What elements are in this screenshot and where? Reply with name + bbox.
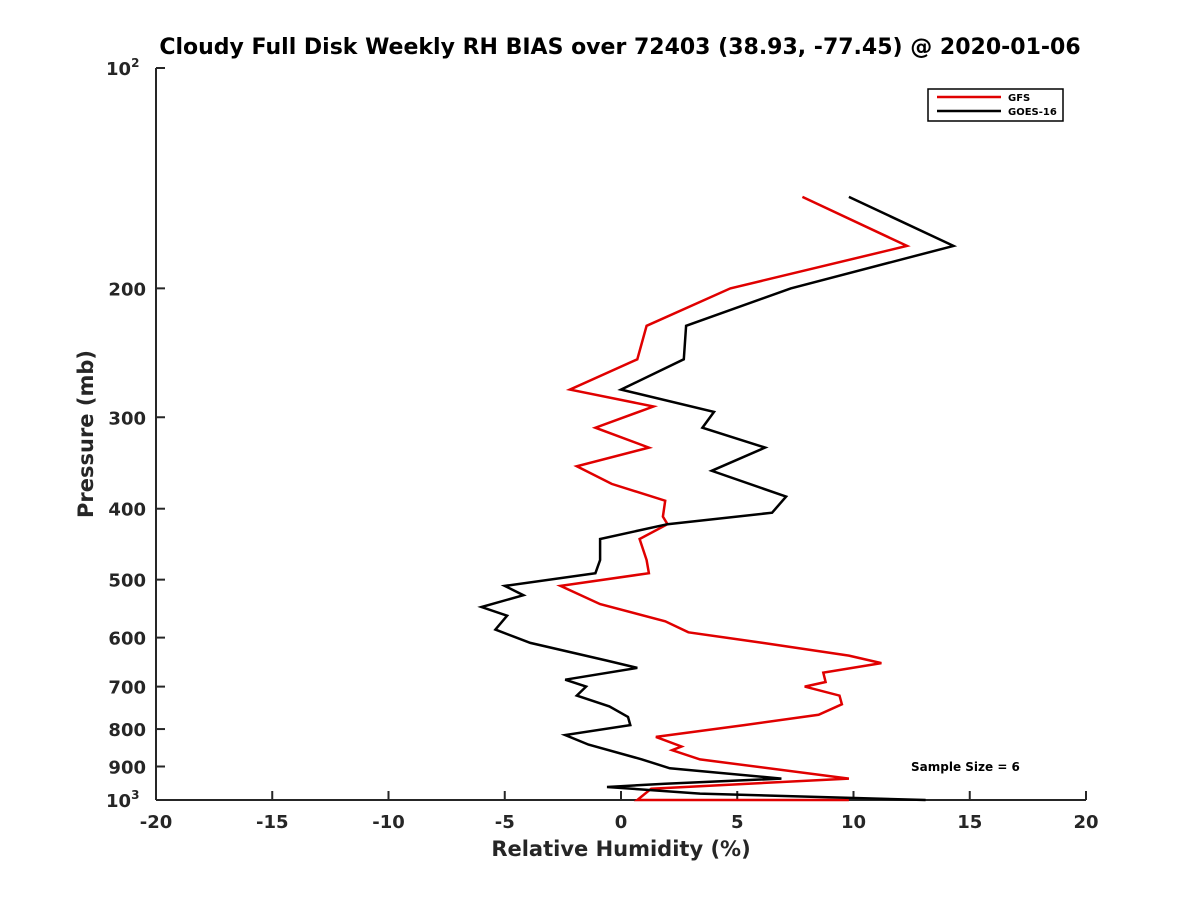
x-tick-label: 0 — [615, 812, 628, 833]
y-tick-label: 500 — [108, 571, 146, 592]
y-tick-label: 300 — [108, 408, 146, 429]
series-line-gfs — [556, 195, 911, 802]
x-tick-label: -20 — [140, 812, 173, 833]
series-line-goes16 — [477, 195, 958, 802]
tick-group: -20 -15 -10 -5 0 5 10 15 20 102 200 300 400 500 600 700… — [106, 56, 1099, 833]
y-tick-label: 103 — [106, 788, 139, 812]
x-tick-label: -5 — [495, 812, 515, 833]
x-tick-label: -15 — [256, 812, 289, 833]
y-tick-label: 200 — [108, 279, 146, 300]
y-tick-label: 400 — [108, 500, 146, 521]
legend-label-goes16: GOES-16 — [1008, 107, 1057, 118]
legend: GFS GOES-16 — [927, 88, 1064, 122]
x-axis-label: Relative Humidity (%) — [491, 837, 750, 861]
y-tick-label: 102 — [106, 56, 139, 80]
x-tick-label: 20 — [1073, 812, 1098, 833]
y-tick-label: 900 — [108, 758, 146, 779]
y-axis-label: Pressure (mb) — [74, 350, 98, 518]
series-lines — [477, 195, 958, 802]
y-tick-label: 800 — [108, 720, 146, 741]
y-tick-label: 700 — [108, 678, 146, 699]
sample-size-annotation: Sample Size = 6 — [911, 760, 1020, 774]
x-tick-label: 15 — [957, 812, 982, 833]
legend-box — [927, 88, 1064, 122]
x-tick-label: -10 — [372, 812, 405, 833]
legend-label-gfs: GFS — [1008, 93, 1030, 104]
x-tick-label: 5 — [731, 812, 744, 833]
x-tick-label: 10 — [841, 812, 866, 833]
chart-title: Cloudy Full Disk Weekly RH BIAS over 724… — [159, 35, 1080, 60]
y-tick-label: 600 — [108, 629, 146, 650]
